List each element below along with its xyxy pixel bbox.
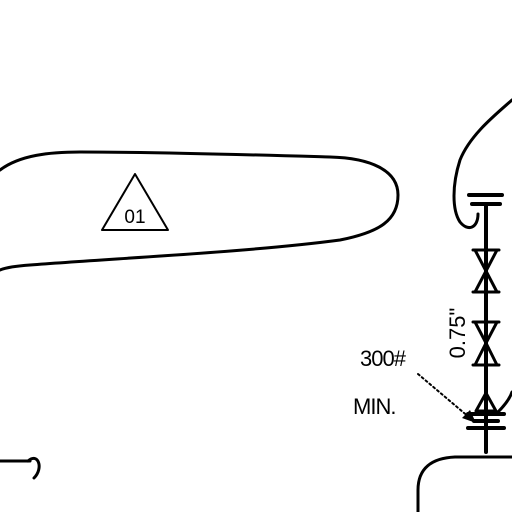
- bottom-left-hook: [26, 456, 41, 480]
- pipe-size-label: 0.75": [445, 308, 470, 359]
- delta-triangle-tag: [101, 173, 169, 231]
- revision-cloud-outline: [0, 150, 400, 272]
- right-cloud-outline: [452, 98, 512, 230]
- delta-tag-label: 01: [124, 207, 145, 228]
- check-valve: [474, 391, 498, 413]
- pressure-rating-label: 300#: [360, 346, 407, 371]
- leader-arrowhead: [462, 410, 476, 423]
- pressure-rating-min-label: MIN.: [353, 394, 395, 419]
- leader-line: [417, 373, 471, 419]
- valve-side-arc: [496, 390, 512, 414]
- vessel-outline: [416, 455, 512, 512]
